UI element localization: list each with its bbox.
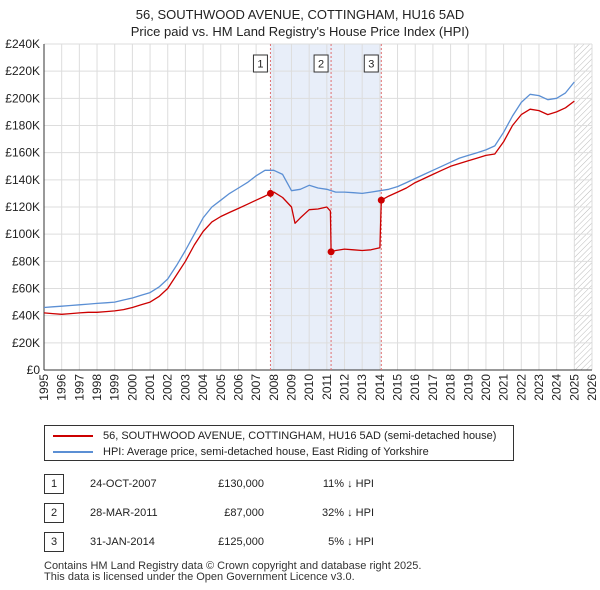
footer-copyright: Contains HM Land Registry data © Crown c…	[44, 560, 422, 572]
sale-price: £87,000	[224, 507, 264, 519]
legend: 56, SOUTHWOOD AVENUE, COTTINGHAM, HU16 5…	[44, 425, 514, 461]
y-tick-label: £200K	[5, 91, 40, 105]
x-tick-label: 2007	[249, 374, 263, 401]
x-tick-label: 2014	[373, 374, 387, 401]
x-tick-label: 1996	[55, 374, 69, 401]
x-tick-label: 2019	[461, 374, 475, 401]
sale-point	[266, 189, 274, 197]
x-tick-label: 2024	[550, 374, 564, 401]
y-tick-label: £120K	[5, 200, 40, 214]
x-tick-label: 2005	[214, 374, 228, 401]
sale-number-badge: 2	[44, 503, 64, 523]
footer-licence: This data is licensed under the Open Gov…	[44, 571, 355, 583]
x-tick-label: 2001	[143, 374, 157, 401]
sale-label: 3	[368, 59, 374, 71]
sale-number-badge: 3	[44, 532, 64, 552]
legend-swatch-hpi	[53, 451, 93, 453]
sale-hpi-delta: 11% ↓ HPI	[322, 478, 374, 490]
x-tick-label: 2016	[408, 374, 422, 401]
y-tick-label: £160K	[5, 146, 40, 160]
x-tick-label: 2010	[302, 374, 316, 401]
x-tick-label: 2017	[426, 374, 440, 401]
table-row: 1 24-OCT-2007 £130,000 11% ↓ HPI	[44, 474, 544, 494]
sale-label-box	[313, 54, 329, 73]
chart-title-block: 56, SOUTHWOOD AVENUE, COTTINGHAM, HU16 5…	[0, 6, 600, 40]
x-tick-label: 2018	[444, 374, 458, 401]
sale-label: 1	[257, 59, 263, 71]
x-tick-label: 2004	[196, 374, 210, 401]
y-tick-label: £0	[27, 363, 41, 377]
sale-point	[377, 196, 385, 204]
x-tick-label: 2025	[567, 374, 581, 401]
sale-date: 24-OCT-2007	[90, 478, 157, 490]
legend-swatch-property	[53, 435, 93, 437]
y-tick-label: £240K	[5, 37, 40, 51]
chart-subtitle: Price paid vs. HM Land Registry's House …	[130, 24, 470, 39]
table-row: 3 31-JAN-2014 £125,000 5% ↓ HPI	[44, 532, 544, 552]
sale-label-box	[252, 54, 268, 73]
legend-label-property: 56, SOUTHWOOD AVENUE, COTTINGHAM, HU16 5…	[103, 430, 497, 442]
price-chart: £0 £20K £40K £60K £80K £100K £120K £140K £160K £1…	[5, 37, 599, 401]
x-tick-label: 2022	[514, 374, 528, 401]
x-tick-label: 2008	[267, 374, 281, 401]
sale-price: £130,000	[218, 478, 264, 490]
x-tick-label: 2006	[231, 374, 245, 401]
x-tick-label: 1998	[90, 374, 104, 401]
property-price-line	[43, 100, 575, 315]
y-tick-label: £80K	[12, 254, 40, 268]
x-tick-label: 2023	[532, 374, 546, 401]
hpi-line	[43, 81, 575, 309]
x-tick-label: 1995	[37, 374, 51, 401]
x-tick-label: 2013	[355, 374, 369, 401]
x-tick-label: 1999	[108, 374, 122, 401]
legend-label-hpi: HPI: Average price, semi-detached house,…	[103, 446, 429, 458]
sale-date: 31-JAN-2014	[90, 536, 155, 548]
table-row: 2 28-MAR-2011 £87,000 32% ↓ HPI	[44, 503, 544, 523]
y-tick-label: £20K	[12, 336, 40, 350]
sale-price: £125,000	[218, 536, 264, 548]
x-tick-label: 2012	[338, 374, 352, 401]
sale-number-badge: 1	[44, 474, 64, 494]
y-tick-label: £140K	[5, 173, 40, 187]
x-tick-label: 2020	[479, 374, 493, 401]
x-tick-label: 2000	[125, 374, 139, 401]
sale-hpi-delta: 32% ↓ HPI	[322, 507, 374, 519]
chart-title: 56, SOUTHWOOD AVENUE, COTTINGHAM, HU16 5…	[135, 7, 465, 22]
x-tick-label: 2015	[391, 374, 405, 401]
x-tick-label: 2021	[497, 374, 511, 401]
y-tick-label: £180K	[5, 119, 40, 133]
sale-point	[327, 248, 335, 256]
sale-date: 28-MAR-2011	[90, 507, 158, 519]
x-tick-label: 2011	[320, 374, 334, 400]
x-tick-label: 2026	[585, 374, 599, 401]
sale-hpi-delta: 5% ↓ HPI	[328, 536, 374, 548]
sale-label-box	[363, 54, 379, 73]
sale-label: 2	[318, 59, 324, 71]
y-tick-label: £100K	[5, 227, 40, 241]
y-tick-label: £220K	[5, 64, 40, 78]
x-tick-label: 1997	[72, 374, 86, 401]
x-tick-label: 2003	[178, 374, 192, 401]
x-tick-label: 2002	[161, 374, 175, 401]
x-tick-label: 2009	[284, 374, 298, 401]
y-tick-label: £60K	[12, 282, 40, 296]
footer: Contains HM Land Registry data © Crown c…	[44, 561, 421, 583]
y-tick-label: £40K	[12, 309, 40, 323]
